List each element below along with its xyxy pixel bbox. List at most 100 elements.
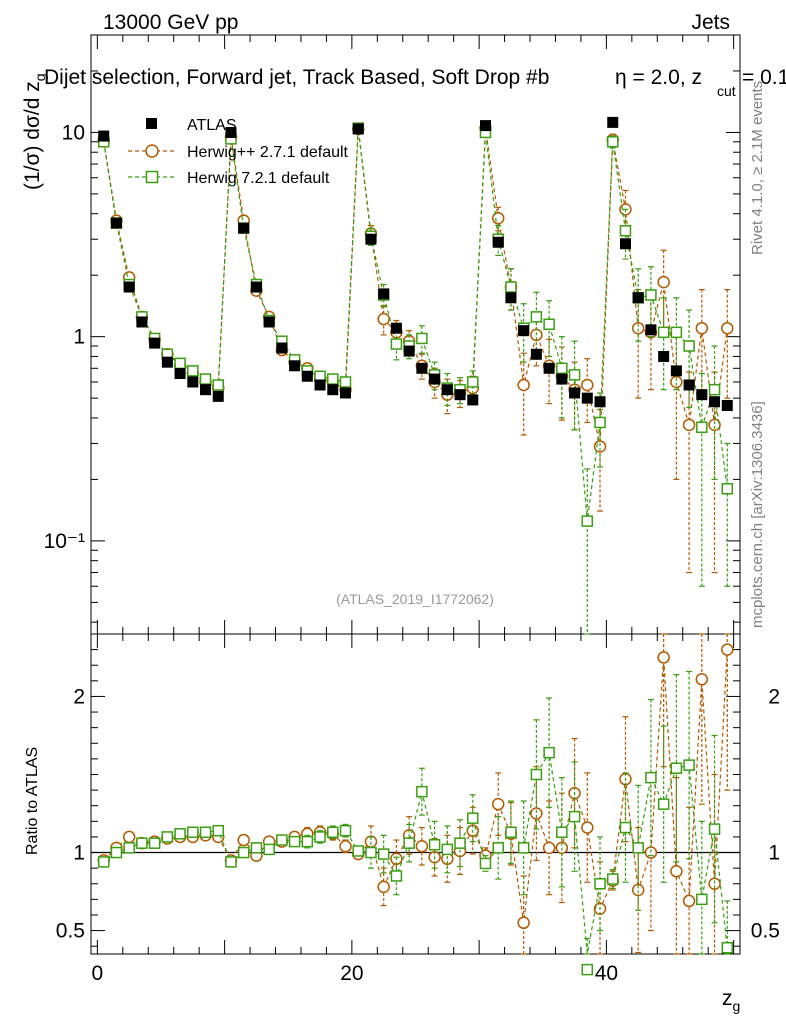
main-atlas-point xyxy=(340,387,352,399)
main-herwig7-point xyxy=(594,416,606,429)
ratio-herwig7-point xyxy=(377,848,390,860)
main-atlas-point xyxy=(149,337,161,349)
ratio-herwigpp-point xyxy=(491,797,505,811)
main-atlas-point xyxy=(505,292,517,304)
main-atlas-point xyxy=(98,130,110,142)
ratio-herwig7-point xyxy=(696,893,708,906)
main-atlas-point xyxy=(454,389,466,401)
main-atlas-point xyxy=(479,120,491,132)
main-herwig7-point xyxy=(708,383,721,396)
ratio-herwig7-point xyxy=(708,823,721,835)
main-herwig7-point xyxy=(390,338,403,350)
ratio-herwig7-point xyxy=(606,873,619,885)
ratio-herwig7-point xyxy=(403,837,415,849)
ratio-herwig7-point xyxy=(441,843,454,856)
ratio-herwig7-point xyxy=(187,826,199,838)
main-atlas-point xyxy=(314,379,326,391)
ratio-herwigpp-line xyxy=(103,649,728,923)
main-herwig7-point xyxy=(581,515,594,527)
ratio-herwig7-point xyxy=(199,826,212,838)
plot-title-main: Dijet selection, Forward jet, Track Base… xyxy=(44,66,549,89)
ratio-herwigpp-point xyxy=(415,840,429,853)
ratio-y-tick-label-right: 2 xyxy=(768,685,780,708)
ratio-herwig7-point xyxy=(352,845,364,857)
ratio-herwig7-point xyxy=(250,842,263,854)
ratio-herwig7-point xyxy=(479,857,492,870)
main-atlas-point xyxy=(467,394,479,406)
ratio-herwigpp-point xyxy=(670,865,683,878)
main-atlas-point xyxy=(187,376,199,388)
main-atlas-point xyxy=(365,233,377,245)
main-atlas-point xyxy=(696,389,708,401)
main-atlas-point xyxy=(645,324,657,336)
legend-marker-herwig7 xyxy=(145,170,159,184)
ratio-herwig7-point xyxy=(123,842,135,854)
ratio-herwig7-point xyxy=(556,826,568,838)
ratio-herwig7-point xyxy=(683,759,695,771)
ratio-herwig7-point xyxy=(136,837,148,849)
ratio-herwig7-point xyxy=(390,870,403,882)
main-atlas-point xyxy=(569,387,581,399)
main-herwig7-point xyxy=(696,421,708,434)
ratio-herwig7-point xyxy=(721,942,734,954)
main-herwigpp-point xyxy=(657,275,670,289)
ratio-herwigpp-point xyxy=(542,841,556,855)
main-atlas-point xyxy=(581,392,593,404)
ratio-herwig7-point xyxy=(632,842,644,854)
ratio-y-tick-label: 1 xyxy=(73,842,85,865)
ratio-herwigpp-point xyxy=(122,830,136,844)
ratio-herwig7-point xyxy=(276,834,288,846)
ratio-herwig7-point xyxy=(339,824,352,837)
main-herwigpp-point xyxy=(517,378,530,392)
main-atlas-point xyxy=(289,360,301,372)
main-herwigpp-point xyxy=(377,312,390,326)
ratio-herwig7-point xyxy=(110,846,123,859)
ratio-herwig7-point xyxy=(645,771,657,784)
main-herwig7-point xyxy=(543,318,555,331)
main-herwig7-point xyxy=(212,379,225,391)
main-atlas-point xyxy=(161,356,173,368)
main-atlas-point xyxy=(200,384,212,396)
ratio-herwig7-point xyxy=(428,838,441,851)
main-atlas-point xyxy=(441,384,453,396)
x-tick-label: 20 xyxy=(340,962,363,985)
main-atlas-series xyxy=(98,116,733,412)
ratio-herwig7-point xyxy=(594,878,606,890)
ratio-herwig7-line xyxy=(103,750,728,955)
main-atlas-point xyxy=(429,373,441,385)
ratio-herwig7-point xyxy=(212,824,225,837)
ratio-herwig7-point xyxy=(454,837,466,849)
main-herwigpp-point xyxy=(631,321,645,335)
ratio-herwigpp-point xyxy=(530,807,543,820)
main-series-group xyxy=(97,116,734,635)
x-tick-label: 40 xyxy=(595,962,618,985)
main-atlas-point xyxy=(378,288,390,300)
ratio-herwig7-point xyxy=(148,837,161,849)
main-herwig7-point xyxy=(645,289,657,301)
ratio-herwig7-point xyxy=(301,835,314,848)
x-axis-label: zg xyxy=(722,987,740,1014)
main-atlas-point xyxy=(670,365,682,377)
ratio-series-group xyxy=(97,633,734,976)
plot-title-eta: η = 2.0, z xyxy=(615,66,702,89)
ratio-herwig7-point xyxy=(263,843,275,856)
main-herwig7-point xyxy=(174,357,186,370)
main-atlas-point xyxy=(492,236,504,248)
main-atlas-point xyxy=(110,217,122,229)
main-y-tick-label: 10 xyxy=(62,121,85,144)
main-atlas-point xyxy=(416,362,428,374)
main-atlas-point xyxy=(123,281,135,293)
ratio-herwig7-point xyxy=(543,746,555,759)
ratio-herwigpp-point xyxy=(657,651,670,664)
main-herwigpp-point xyxy=(670,375,683,389)
main-herwig7-point xyxy=(721,483,734,495)
legend-label-atlas: ATLAS xyxy=(187,117,237,134)
main-atlas-point xyxy=(683,379,695,391)
main-atlas-point xyxy=(518,325,530,337)
ratio-herwig7-point xyxy=(619,821,632,834)
main-y-tick-label: 1 xyxy=(73,326,85,349)
legend-label-herwig7: Herwig 7.2.1 default xyxy=(187,170,330,187)
legend-marker-atlas xyxy=(146,118,157,129)
ratio-herwig7-point xyxy=(365,846,377,859)
